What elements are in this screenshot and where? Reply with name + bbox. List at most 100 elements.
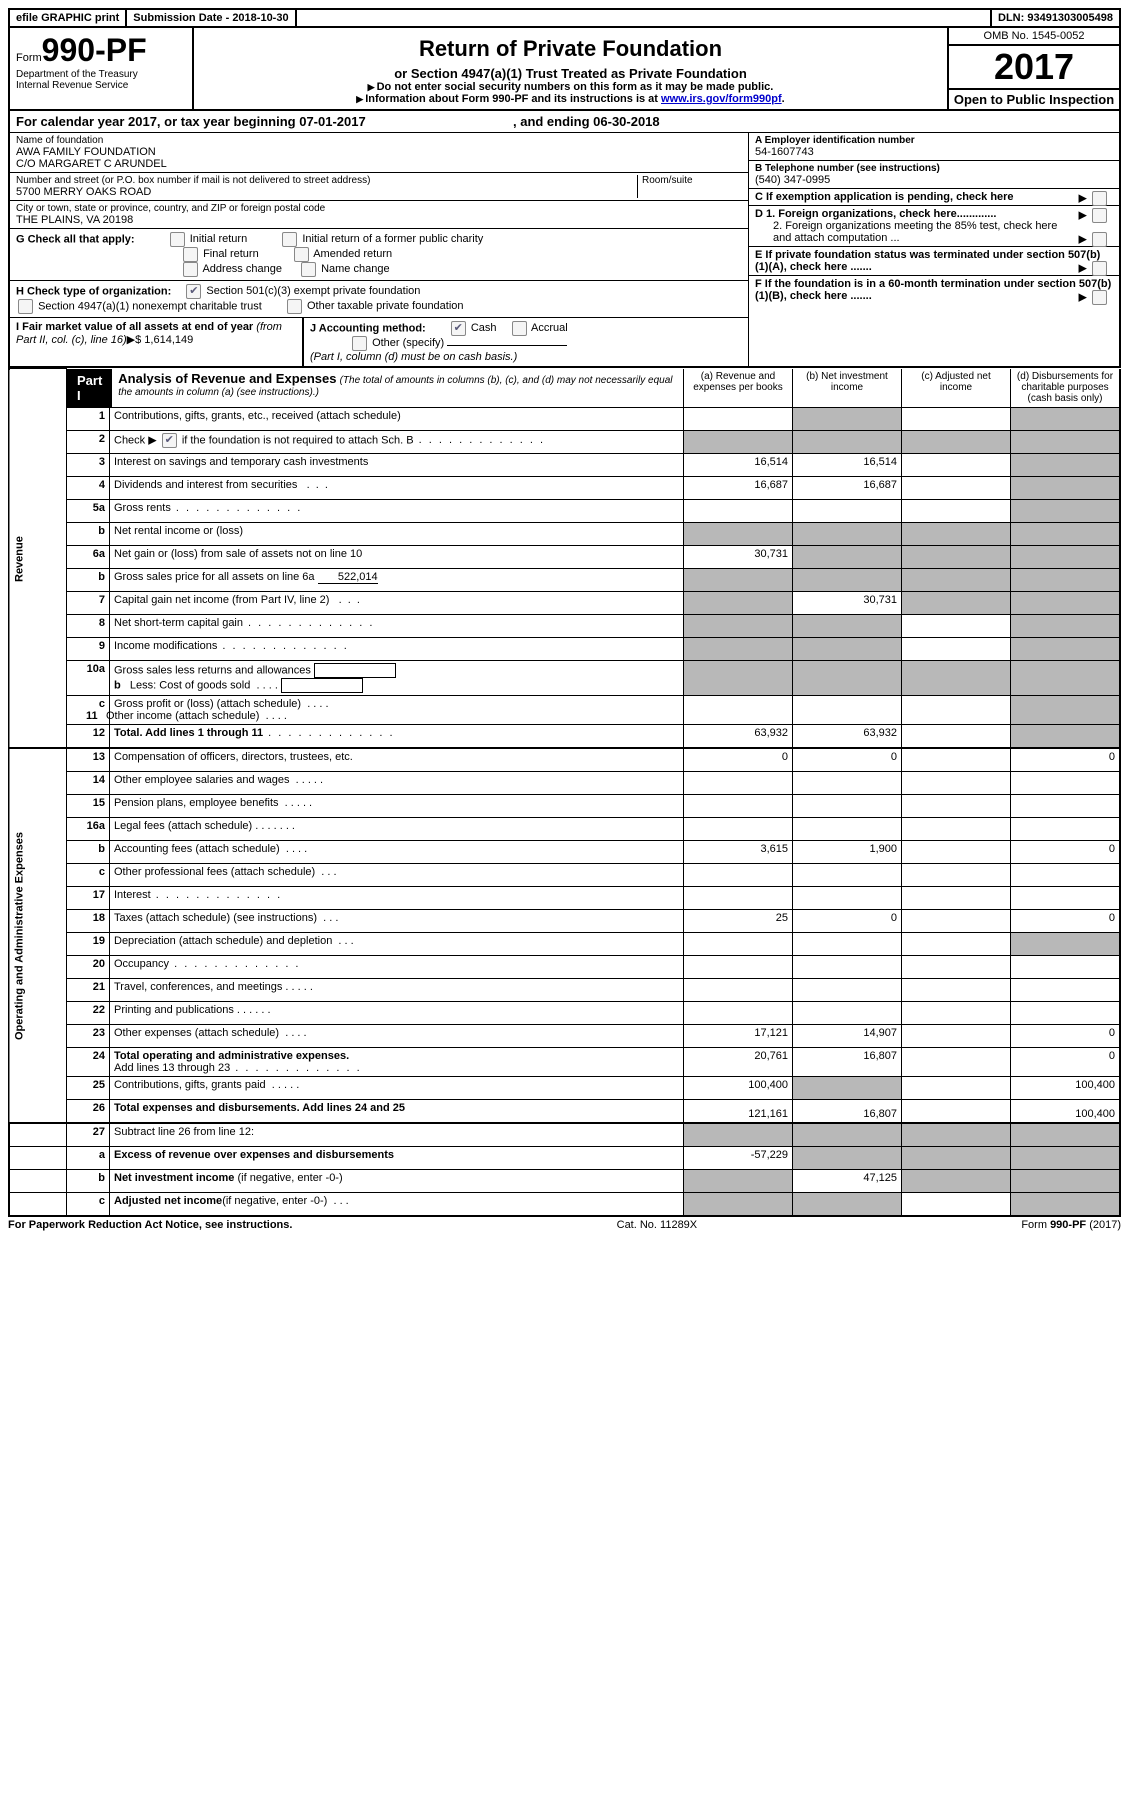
footer-right: Form 990-PF (2017) <box>1021 1219 1121 1231</box>
header-center: Return of Private Foundation or Section … <box>194 28 947 109</box>
spacer <box>297 10 992 26</box>
line-21: 21Travel, conferences, and meetings . . … <box>9 978 1120 1001</box>
g-opt-4: Address change <box>202 263 282 275</box>
section-ij: I Fair market value of all assets at end… <box>8 318 1121 368</box>
f-checkbox[interactable] <box>1092 290 1107 305</box>
calyear-end: , and ending 06-30-2018 <box>513 114 660 129</box>
header-right: OMB No. 1545-0052 2017 Open to Public In… <box>947 28 1119 109</box>
i-value: $ 1,614,149 <box>135 334 193 346</box>
address-cell: Number and street (or P.O. box number if… <box>10 173 748 201</box>
tel-label: B Telephone number (see instructions) <box>755 163 1113 174</box>
line-1: 1Contributions, gifts, grants, etc., rec… <box>9 407 1120 430</box>
col-a-head: (a) Revenue and expenses per books <box>684 369 793 408</box>
form-subtitle: or Section 4947(a)(1) Trust Treated as P… <box>200 66 941 81</box>
col-c-head: (c) Adjusted net income <box>902 369 1011 408</box>
line-14: 14Other employee salaries and wages . . … <box>9 771 1120 794</box>
g-opt-5: Name change <box>321 263 390 275</box>
foundation-name-2: C/O MARGARET C ARUNDEL <box>16 158 742 170</box>
h-opt-3: Other taxable private foundation <box>307 300 464 312</box>
other-method-checkbox[interactable] <box>352 336 367 351</box>
line-27a: aExcess of revenue over expenses and dis… <box>9 1146 1120 1169</box>
street-address: 5700 MERRY OAKS ROAD <box>16 186 637 198</box>
h-opt-1: Section 501(c)(3) exempt private foundat… <box>206 285 420 297</box>
g-opt-0: Initial return <box>190 233 247 245</box>
e-label: E If private foundation status was termi… <box>755 249 1100 273</box>
line-19: 19Depreciation (attach schedule) and dep… <box>9 932 1120 955</box>
ein-cell: A Employer identification number 54-1607… <box>749 133 1119 161</box>
ein-value: 54-1607743 <box>755 146 1113 158</box>
line-16c: cOther professional fees (attach schedul… <box>9 863 1120 886</box>
address-label: Number and street (or P.O. box number if… <box>16 175 637 186</box>
part-tag: Part I <box>67 369 112 407</box>
h-opt-2: Section 4947(a)(1) nonexempt charitable … <box>38 300 262 312</box>
city-cell: City or town, state or province, country… <box>10 201 748 229</box>
line-6a: 6aNet gain or (loss) from sale of assets… <box>9 545 1120 568</box>
line-2: 2Check ▶ if the foundation is not requir… <box>9 430 1120 453</box>
c-checkbox[interactable] <box>1092 191 1107 206</box>
line-3: 3Interest on savings and temporary cash … <box>9 453 1120 476</box>
footer-mid: Cat. No. 11289X <box>617 1219 698 1231</box>
line-10ab: 10aGross sales less returns and allowanc… <box>9 660 1120 695</box>
line-17: 17Interest <box>9 886 1120 909</box>
name-label: Name of foundation <box>16 135 742 146</box>
line-27c: cAdjusted net income(if negative, enter … <box>9 1192 1120 1216</box>
final-return-checkbox[interactable] <box>183 247 198 262</box>
j-cash: Cash <box>471 322 497 334</box>
initial-return-checkbox[interactable] <box>170 232 185 247</box>
initial-former-checkbox[interactable] <box>282 232 297 247</box>
identification-block: Name of foundation AWA FAMILY FOUNDATION… <box>8 133 1121 318</box>
note-1: Do not enter social security numbers on … <box>200 81 941 93</box>
omb-number: OMB No. 1545-0052 <box>949 28 1119 46</box>
line-8: 8Net short-term capital gain <box>9 614 1120 637</box>
open-inspection: Open to Public Inspection <box>949 90 1119 109</box>
line-26: 26Total expenses and disbursements. Add … <box>9 1099 1120 1123</box>
section-d: D 1. Foreign organizations, check here..… <box>749 206 1119 247</box>
dept-line1: Department of the Treasury <box>16 69 186 80</box>
part-title: Analysis of Revenue and Expenses <box>118 371 336 386</box>
schb-checkbox[interactable] <box>162 433 177 448</box>
line-12: 12Total. Add lines 1 through 1163,93263,… <box>9 724 1120 748</box>
line-27: 27Subtract line 26 from line 12: <box>9 1123 1120 1147</box>
section-h: H Check type of organization: Section 50… <box>10 281 748 318</box>
d1-checkbox[interactable] <box>1092 208 1107 223</box>
amended-return-checkbox[interactable] <box>294 247 309 262</box>
instructions-link[interactable]: www.irs.gov/form990pf <box>661 93 782 105</box>
line-13: Operating and Administrative Expenses13C… <box>9 748 1120 772</box>
accrual-checkbox[interactable] <box>512 321 527 336</box>
section-f: F If the foundation is in a 60-month ter… <box>749 276 1119 304</box>
line-23: 23Other expenses (attach schedule) . . .… <box>9 1024 1120 1047</box>
line-22: 22Printing and publications . . . . . . <box>9 1001 1120 1024</box>
cash-checkbox[interactable] <box>451 321 466 336</box>
efile-label: efile GRAPHIC print <box>10 10 127 26</box>
section-c: C If exemption application is pending, c… <box>749 189 1119 206</box>
line-18: 18Taxes (attach schedule) (see instructi… <box>9 909 1120 932</box>
section-g: G Check all that apply: Initial return I… <box>10 229 748 281</box>
line-27b: bNet investment income (if negative, ent… <box>9 1169 1120 1192</box>
calendar-year-line: For calendar year 2017, or tax year begi… <box>8 111 1121 133</box>
4947-checkbox[interactable] <box>18 299 33 314</box>
ein-label: A Employer identification number <box>755 135 1113 146</box>
col-b-head: (b) Net investment income <box>793 369 902 408</box>
j-other: Other (specify) <box>372 337 444 349</box>
other-taxable-checkbox[interactable] <box>287 299 302 314</box>
d2-checkbox[interactable] <box>1092 232 1107 247</box>
footer-left: For Paperwork Reduction Act Notice, see … <box>8 1219 292 1231</box>
line-5a: 5aGross rents <box>9 499 1120 522</box>
g-opt-3: Amended return <box>313 248 392 260</box>
line-10c-11: cGross profit or (loss) (attach schedule… <box>9 695 1120 724</box>
d2-label: 2. Foreign organizations meeting the 85%… <box>773 220 1057 244</box>
line-7: 7Capital gain net income (from Part IV, … <box>9 591 1120 614</box>
501c3-checkbox[interactable] <box>186 284 201 299</box>
line-25: 25Contributions, gifts, grants paid . . … <box>9 1076 1120 1099</box>
g-label: G Check all that apply: <box>16 233 135 245</box>
address-change-checkbox[interactable] <box>183 262 198 277</box>
line-9: 9Income modifications <box>9 637 1120 660</box>
header-left: Form990-PF Department of the Treasury In… <box>10 28 194 109</box>
e-checkbox[interactable] <box>1092 261 1107 276</box>
city-label: City or town, state or province, country… <box>16 203 742 214</box>
part-1-table: Revenue Part I Analysis of Revenue and E… <box>8 368 1121 1217</box>
submission-date: Submission Date - 2018-10-30 <box>127 10 296 26</box>
name-change-checkbox[interactable] <box>301 262 316 277</box>
city-value: THE PLAINS, VA 20198 <box>16 214 742 226</box>
form-header: Form990-PF Department of the Treasury In… <box>8 28 1121 111</box>
